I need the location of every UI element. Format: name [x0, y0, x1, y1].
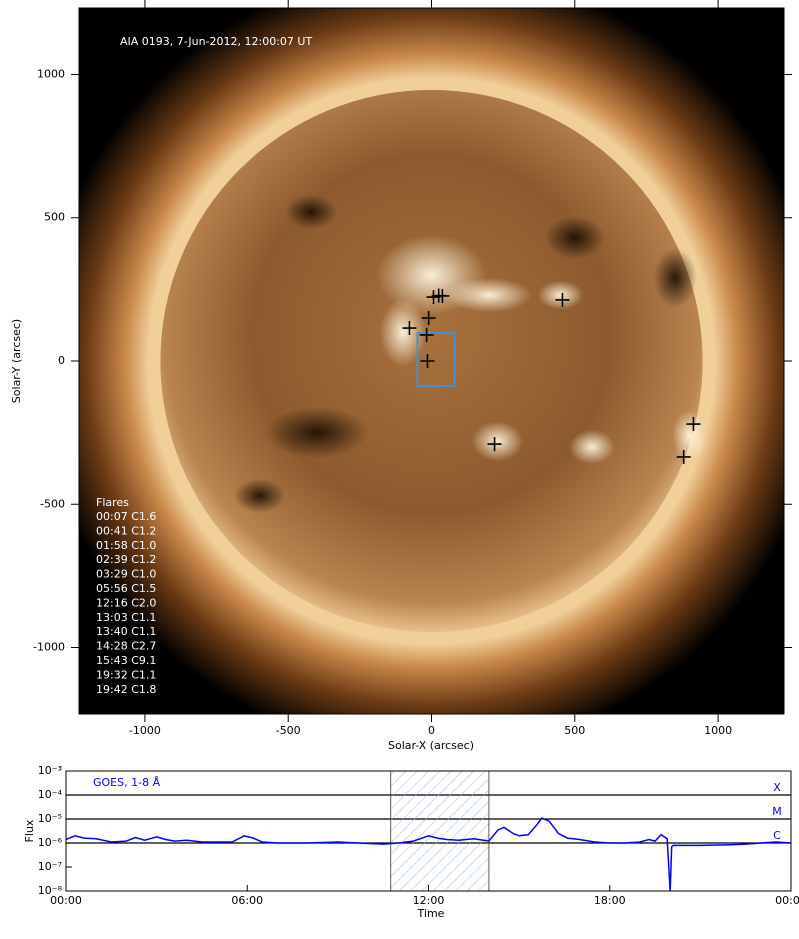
- class-level-label: M: [772, 805, 782, 818]
- active-region: [537, 280, 584, 310]
- flare-marker: [421, 311, 436, 326]
- x-tick-label: 500: [564, 724, 585, 737]
- aia-panel: Solar-X (arcsec) Solar-Y (arcsec) -1000 -…: [10, 0, 792, 752]
- flare-marker: [686, 417, 701, 432]
- curve-group: [66, 817, 791, 891]
- x-tick-label: -1000: [129, 724, 161, 737]
- x-axis-label: Solar-X (arcsec): [388, 739, 474, 752]
- flare-list-item: 05:56 C1.5: [96, 582, 156, 595]
- y-tick-label: 10⁻³: [38, 764, 62, 777]
- y-axis-label: Flux: [23, 819, 36, 842]
- flare-list-item: 19:32 C1.1: [96, 668, 156, 681]
- coronal-hole: [285, 194, 337, 230]
- y-tick-label: 10⁻⁶: [38, 836, 63, 849]
- y-tick-label: 10⁻⁷: [38, 860, 62, 873]
- y-tick-label: -500: [40, 497, 65, 510]
- flare-list-item: 13:40 C1.1: [96, 625, 156, 638]
- class-level-label: X: [773, 781, 781, 794]
- active-region: [445, 277, 532, 313]
- active-region: [672, 409, 707, 462]
- x-axis-label: Time: [417, 907, 445, 920]
- coronal-hole: [265, 406, 369, 459]
- y-tick-label: 10⁻⁵: [38, 812, 62, 825]
- y-tick-label: -1000: [33, 641, 65, 654]
- flare-list-item: 00:07 C1.6: [96, 510, 156, 523]
- x-tick-label: 06:00: [231, 894, 263, 907]
- flux-curve: [66, 817, 791, 891]
- x-tick-label: 00:00: [775, 894, 799, 907]
- y-tick-label: 500: [44, 211, 65, 224]
- flare-list-title: Flares: [96, 496, 129, 509]
- flare-marker: [555, 292, 570, 307]
- goes-panel: Time Flux XMC00:0006:0012:0018:0000:0010…: [23, 764, 799, 920]
- x-tick-label: -500: [276, 724, 301, 737]
- flare-marker: [487, 437, 502, 452]
- coronal-hole: [233, 478, 286, 513]
- y-tick-label: 1000: [37, 67, 65, 80]
- flare-list-item: 15:43 C9.1: [96, 654, 156, 667]
- flare-list-item: 01:58 C1.0: [96, 539, 156, 552]
- x-tick-label: 18:00: [594, 894, 626, 907]
- flare-marker: [435, 288, 450, 303]
- class-level-label: C: [773, 829, 781, 842]
- y-tick-label: 10⁻⁴: [38, 788, 63, 801]
- highlight-interval: [390, 770, 490, 892]
- x-tick-label: 1000: [704, 724, 732, 737]
- x-tick-label: 12:00: [413, 894, 445, 907]
- active-region: [569, 429, 615, 465]
- region-box: [416, 331, 456, 387]
- flare-list-item: 14:28 C2.7: [96, 640, 156, 653]
- panel-title: AIA 0193, 7-Jun-2012, 12:00:07 UT: [120, 35, 312, 48]
- flare-list-item: 00:41 C1.2: [96, 524, 156, 537]
- flare-marker: [420, 354, 435, 368]
- flare-list-item: 03:29 C1.0: [96, 568, 156, 581]
- flare-marker: [402, 321, 417, 336]
- x-tick-label: 00:00: [50, 894, 82, 907]
- panel-title: GOES, 1-8 Å: [93, 776, 161, 789]
- flare-marker: [676, 449, 691, 464]
- flare-list-item: 12:16 C2.0: [96, 596, 156, 609]
- x-tick-label: 0: [428, 724, 435, 737]
- coronal-hole: [544, 216, 605, 260]
- active-region: [379, 297, 426, 367]
- flare-list-item: 02:39 C1.2: [96, 553, 156, 566]
- flare-list-item: 13:03 C1.1: [96, 611, 156, 624]
- y-tick-label: 0: [58, 354, 65, 367]
- y-tick-label: 10⁻⁸: [38, 884, 63, 897]
- coronal-hole: [653, 247, 697, 308]
- flare-list-item: 19:42 C1.8: [96, 683, 156, 696]
- flare-marker: [419, 327, 434, 342]
- y-axis-label: Solar-Y (arcsec): [10, 319, 23, 403]
- active-region: [471, 421, 524, 462]
